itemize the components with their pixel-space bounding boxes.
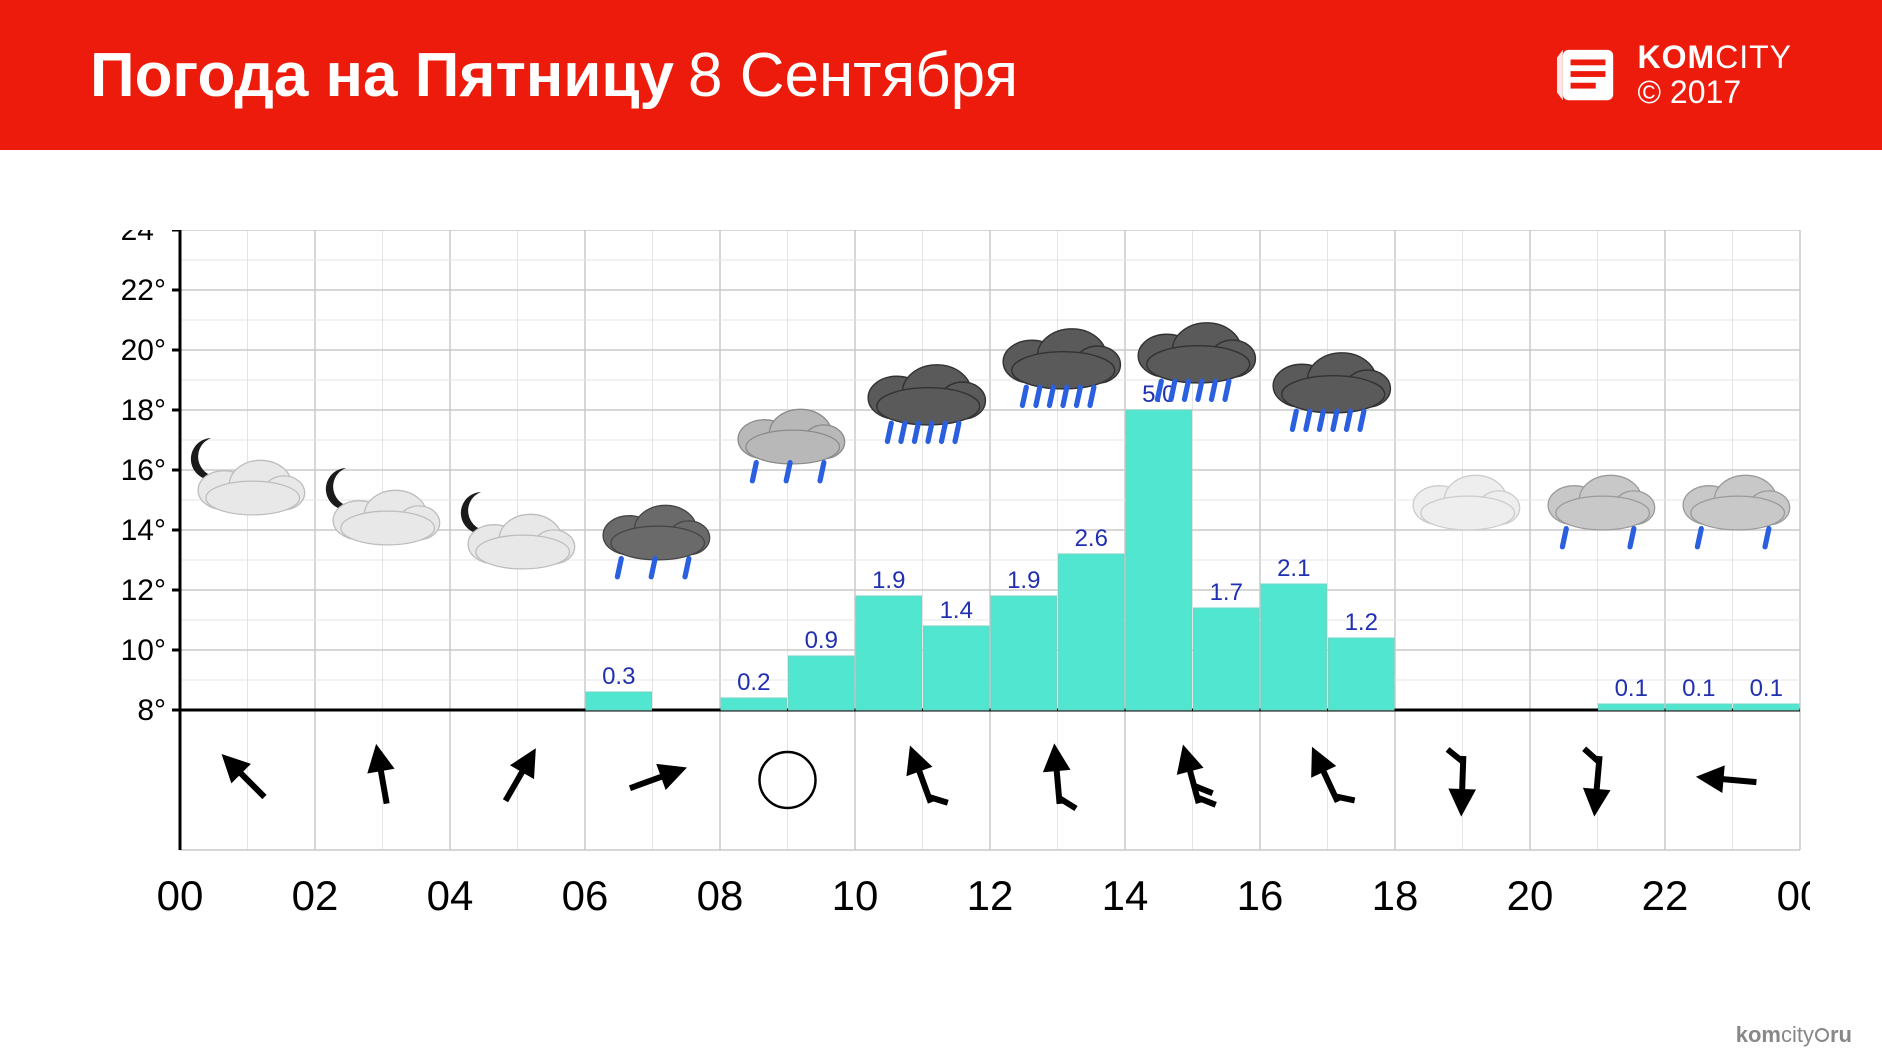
precip-bar — [1194, 608, 1260, 710]
wind-arrow-icon — [1445, 749, 1472, 810]
x-tick: 06 — [562, 872, 609, 919]
cloud-icon — [1548, 475, 1655, 530]
precip-value: 1.4 — [940, 597, 973, 624]
y-tick: 12° — [121, 574, 166, 607]
cloud-icon — [1683, 475, 1790, 530]
chart-svg: 8° 10° 12° 14° 16° 18° 20° 22° 24° 00 02 04 06 08 10 12… — [90, 230, 1810, 990]
footer-bold: kom — [1736, 1022, 1781, 1047]
page-title: Погода на Пятницу 8 Сентября — [90, 40, 1018, 111]
x-tick: 08 — [697, 872, 744, 919]
wind-arrow-icon — [1702, 768, 1757, 791]
brand-block: KOMCITY © 2017 — [1557, 40, 1792, 110]
footer-watermark: komcityru — [1736, 1022, 1852, 1048]
footer-dot-icon — [1815, 1028, 1829, 1042]
cloud-icon — [198, 460, 305, 515]
wind-arrow-icon — [1046, 749, 1076, 811]
precip-value: 1.2 — [1345, 609, 1378, 636]
cloud-icon — [1003, 329, 1120, 389]
x-tick: 02 — [292, 872, 339, 919]
brand-copyright: © 2017 — [1637, 75, 1741, 110]
precip-bar — [1059, 554, 1125, 710]
precip-bar — [586, 692, 652, 710]
precip-bar — [1329, 638, 1395, 710]
x-tick: 04 — [427, 872, 474, 919]
wind-arrow-icon — [1307, 746, 1355, 811]
rain-icon — [1022, 387, 1094, 405]
precip-value: 0.3 — [602, 663, 635, 690]
brand-name-bold: KOM — [1637, 39, 1715, 75]
precip-bar — [789, 656, 855, 710]
precip-bar — [991, 596, 1057, 710]
y-tick: 8° — [137, 694, 166, 727]
wind-arrow-icon — [498, 750, 541, 806]
wind-arrow-icon — [1176, 747, 1216, 811]
rain-icon — [1292, 411, 1364, 429]
rain-icon — [1697, 529, 1769, 547]
wind-arrow-icon — [627, 761, 684, 796]
precip-value: 0.9 — [805, 627, 838, 654]
header-bar: Погода на Пятницу 8 Сентября KOMCITY © 2… — [0, 0, 1882, 150]
x-tick: 12 — [967, 872, 1014, 919]
x-tick: 20 — [1507, 872, 1554, 919]
precip-bar — [1261, 584, 1327, 710]
precip-value: 1.9 — [1007, 567, 1040, 594]
wind-arrow-icon — [220, 752, 271, 803]
weather-chart: 8° 10° 12° 14° 16° 18° 20° 22° 24° 00 02 04 06 08 10 12… — [90, 230, 1810, 950]
cloud-icon — [468, 514, 575, 569]
precip-value: 2.6 — [1075, 525, 1108, 552]
brand-logo-icon — [1557, 44, 1619, 106]
precip-value: 1.7 — [1210, 579, 1243, 606]
y-tick: 24° — [121, 230, 166, 247]
footer-light: city — [1781, 1022, 1814, 1047]
precip-bar — [721, 698, 787, 710]
cloud-icon — [333, 490, 440, 545]
x-tick: 14 — [1102, 872, 1149, 919]
precip-bar — [856, 596, 922, 710]
cloud-icon — [1273, 353, 1390, 413]
precip-bar — [1666, 704, 1732, 710]
y-tick: 16° — [121, 454, 166, 487]
wind-arrow-icon — [904, 746, 948, 811]
rain-icon — [617, 559, 689, 577]
y-tick: 20° — [121, 334, 166, 367]
footer-end: ru — [1830, 1022, 1852, 1047]
rain-icon — [1562, 529, 1634, 547]
y-tick: 22° — [121, 274, 166, 307]
x-tick: 00 — [157, 872, 204, 919]
x-tick: 00 — [1777, 872, 1810, 919]
brand-name: KOMCITY — [1637, 40, 1792, 75]
precip-value: 0.1 — [1615, 675, 1648, 702]
precip-value: 1.9 — [872, 567, 905, 594]
rain-icon — [887, 423, 959, 441]
wind-arrow-icon — [368, 749, 395, 805]
precip-value: 0.2 — [737, 669, 770, 696]
rain-icon — [752, 463, 824, 481]
precip-bar — [1734, 704, 1800, 710]
precip-value: 0.1 — [1750, 675, 1783, 702]
cloud-icon — [1138, 323, 1255, 383]
x-tick: 22 — [1642, 872, 1689, 919]
precip-value: 0.1 — [1682, 675, 1715, 702]
y-tick: 10° — [121, 634, 166, 667]
title-bold: Погода на Пятницу — [90, 40, 674, 111]
cloud-icon — [603, 505, 710, 560]
precip-bar — [924, 626, 990, 710]
brand-name-thin: CITY — [1715, 39, 1792, 75]
x-tick: 16 — [1237, 872, 1284, 919]
cloud-icon — [868, 365, 985, 425]
y-tick: 18° — [121, 394, 166, 427]
y-tick: 14° — [121, 514, 166, 547]
precip-value: 2.1 — [1277, 555, 1310, 582]
wind-arrow-icon — [1579, 749, 1609, 811]
precip-bar — [1599, 704, 1665, 710]
title-date: 8 Сентября — [688, 40, 1018, 111]
precip-bar — [1126, 410, 1192, 710]
cloud-icon — [738, 409, 845, 464]
cloud-icon — [1413, 475, 1520, 530]
x-tick: 18 — [1372, 872, 1419, 919]
x-tick: 10 — [832, 872, 879, 919]
brand-text: KOMCITY © 2017 — [1637, 40, 1792, 110]
